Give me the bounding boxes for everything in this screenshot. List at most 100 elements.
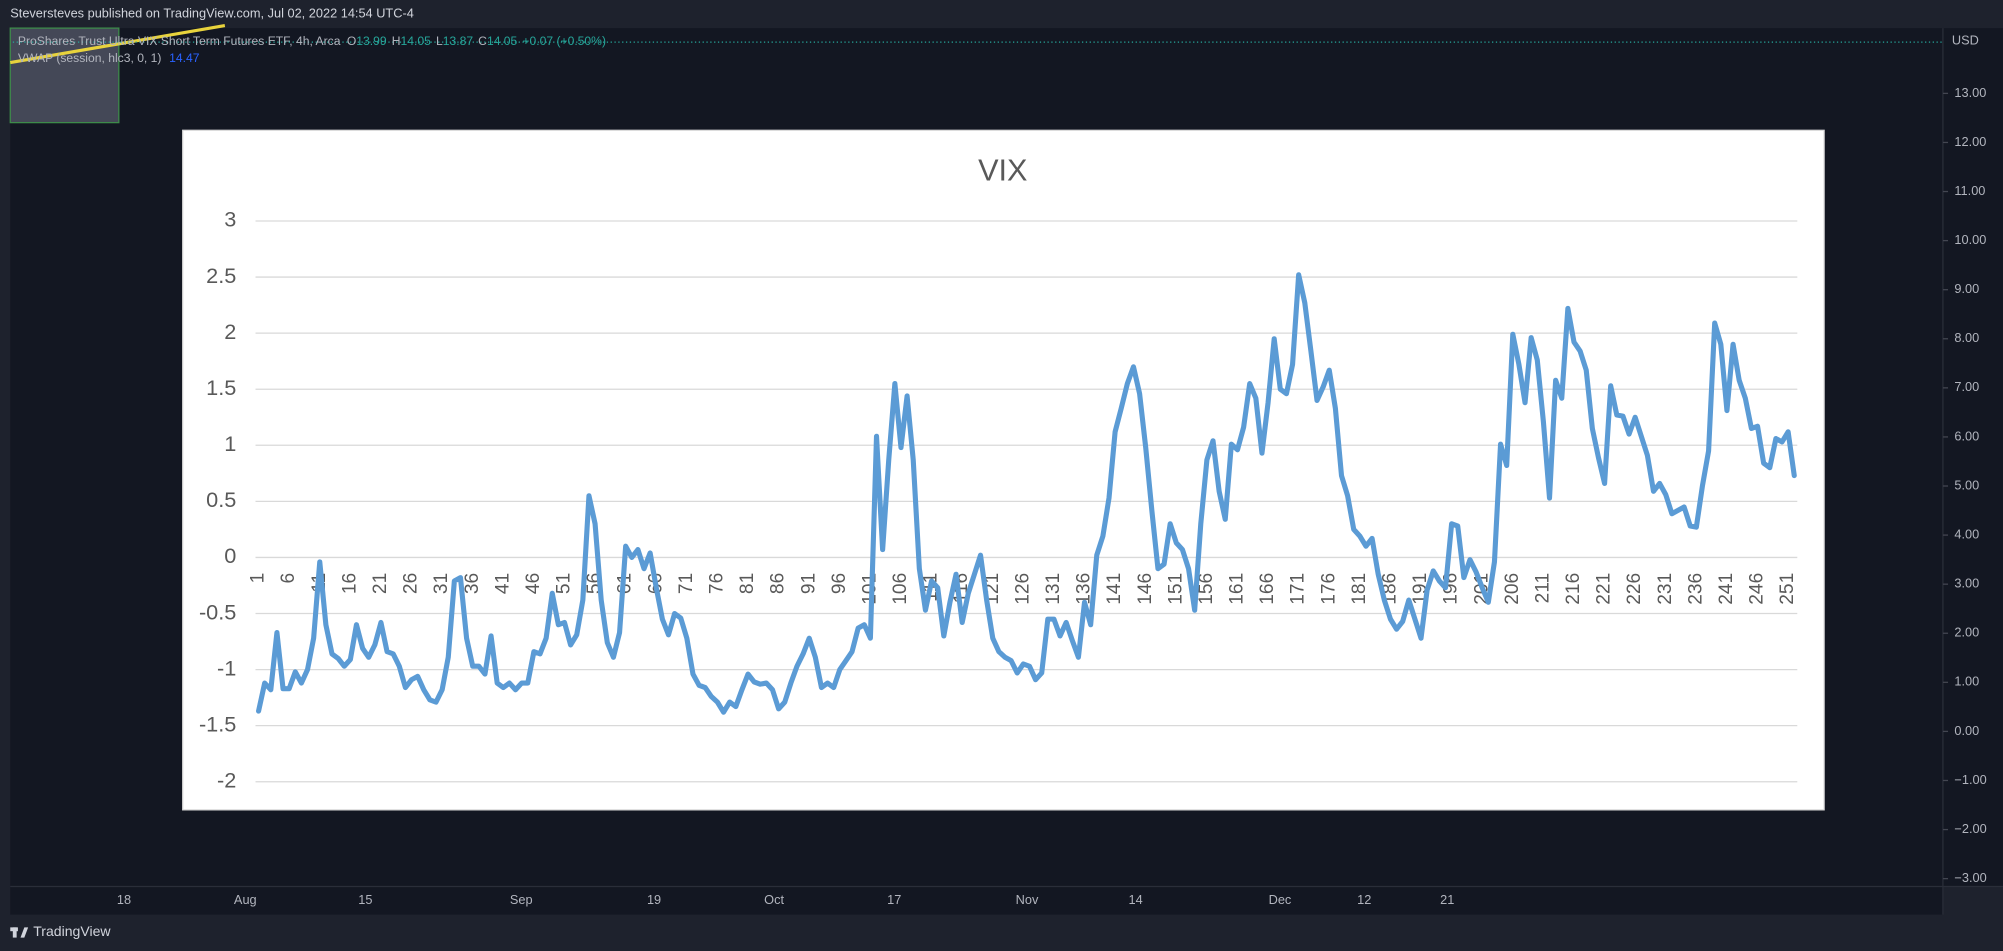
ohlc-label: C [478,34,487,48]
x-tick-label: 136 [1074,573,1095,605]
x-tick-label: 206 [1502,573,1523,605]
x-tick-label: 176 [1318,573,1339,605]
price-tick-label: −2.00 [1954,821,1986,836]
header-title: Steversteves published on TradingView.co… [10,5,414,20]
symbol: ProShares Trust Ultra VIX Short Term Fut… [18,34,341,48]
price-tick-label: 0.00 [1954,723,1979,738]
price-tick-label: 2.00 [1954,625,1979,640]
x-tick-label: 146 [1135,573,1156,605]
indicator-row: VWAP (session, hlc3, 0, 1) 14.47 [18,51,200,65]
x-tick-label: 81 [737,573,758,594]
x-tick-label: 106 [890,573,911,605]
price-tick-label: −1.00 [1954,772,1986,787]
price-tick-label: 11.00 [1954,183,1985,198]
time-axis-pane [10,886,1943,915]
x-tick-label: 21 [370,573,391,594]
price-tick-label: 6.00 [1954,428,1979,443]
indicator-name: VWAP (session, hlc3, 0, 1) [18,51,162,65]
x-tick-label: 151 [1165,573,1186,605]
x-tick-label: 241 [1716,573,1737,605]
price-axis-pane [1942,28,2003,887]
time-label: 21 [1440,892,1454,907]
y-tick-label: -2 [217,767,236,792]
time-label: 12 [1357,892,1371,907]
x-tick-label: 96 [829,573,850,594]
x-tick-label: 31 [431,573,452,594]
x-tick-label: 76 [707,573,728,594]
price-tick-label: 8.00 [1954,330,1979,345]
ohlc-label: H [392,34,401,48]
x-tick-label: 181 [1349,573,1370,605]
ohlc-value: 13.87 [443,34,474,48]
x-tick-label: 126 [1012,573,1033,605]
y-tick-label: 1.5 [206,375,236,400]
time-label: 14 [1129,892,1143,907]
x-tick-label: 166 [1257,573,1278,605]
x-tick-label: 246 [1747,573,1768,605]
y-tick-label: 0 [224,543,236,568]
price-tick-label: 12.00 [1954,134,1986,149]
x-tick-label: 41 [492,573,513,594]
price-tick-label: 4.00 [1954,526,1979,541]
footer-brand: TradingView [33,923,111,939]
logo-part [20,927,29,938]
x-tick-label: 26 [401,573,422,594]
x-tick-label: 236 [1685,573,1706,605]
time-label: Sep [510,892,533,907]
price-tick-label: 10.00 [1954,232,1986,247]
x-tick-label: 231 [1655,573,1676,605]
price-tick-label: 9.00 [1954,281,1979,296]
x-tick-label: 1 [248,573,269,584]
x-tick-label: 171 [1288,573,1309,605]
price-tick-label: 3.00 [1954,576,1979,591]
x-tick-label: 86 [768,573,789,594]
footer-logo [10,927,29,938]
x-tick-label: 221 [1594,573,1615,605]
x-tick-label: 71 [676,573,697,594]
x-tick-label: 51 [554,573,575,594]
x-tick-label: 46 [523,573,544,594]
x-tick-label: 216 [1563,573,1584,605]
x-tick-label: 131 [1043,573,1064,605]
chart-title: VIX [978,154,1027,188]
y-tick-label: 3 [224,207,236,232]
time-label: Dec [1269,892,1292,907]
ohlc-value: 14.05 [487,34,518,48]
excel-chart [182,129,1825,811]
time-label: 15 [358,892,372,907]
ohlc-value: 13.99 [356,34,387,48]
x-tick-label: 91 [798,573,819,594]
price-tick-label: 13.00 [1954,85,1986,100]
ohlc-label: L [436,34,443,48]
y-tick-label: 2 [224,319,236,344]
x-tick-label: 6 [278,573,299,584]
price-tick-label: 1.00 [1954,674,1979,689]
x-tick-label: 251 [1777,573,1798,605]
change: +0.07 (+0.50%) [522,34,606,48]
time-label: Nov [1016,892,1039,907]
x-tick-label: 141 [1104,573,1125,605]
indicator-value: 14.47 [169,51,200,65]
time-label: 17 [887,892,901,907]
x-tick-label: 226 [1624,573,1645,605]
x-tick-label: 211 [1532,573,1553,604]
ohlc-value: 14.05 [401,34,432,48]
y-tick-label: -1.5 [199,711,236,736]
price-tick-label: 5.00 [1954,477,1979,492]
ohlc-label: O [347,34,356,48]
y-tick-label: 0.5 [206,487,236,512]
y-tick-label: 1 [224,431,236,456]
price-tick-label: −3.00 [1954,870,1986,885]
y-tick-label: -0.5 [199,599,236,624]
x-tick-label: 161 [1227,573,1248,605]
legend-row: ProShares Trust Ultra VIX Short Term Fut… [18,34,606,48]
vix-line [256,272,1797,715]
drawing-thumbnail [9,27,120,124]
y-tick-label: 2.5 [206,263,236,288]
price-tick-label: 7.00 [1954,379,1979,394]
time-label: 19 [647,892,661,907]
time-label: 18 [117,892,131,907]
time-label: Aug [234,892,257,907]
x-tick-label: 36 [462,573,483,594]
